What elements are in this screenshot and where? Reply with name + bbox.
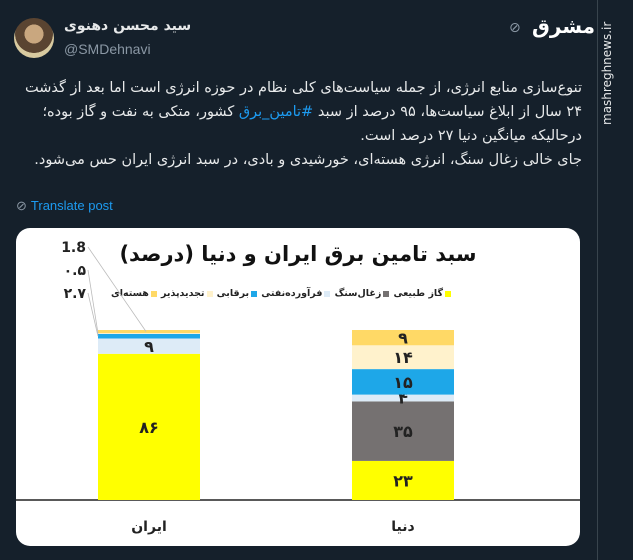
tweet-text-part: کشور، متکی به نفت و گاز بوده؛ درحالیکه م…: [42, 104, 582, 144]
bar-segment: [98, 333, 200, 339]
legend-label: هسته‌ای: [111, 288, 149, 299]
author-handle[interactable]: @SMDehnavi: [64, 41, 151, 57]
bar-segment: [98, 333, 200, 334]
data-label: ۳۵: [393, 422, 413, 441]
bar-segment: [352, 345, 454, 370]
watermark-text: mashreghnews.ir: [600, 21, 614, 125]
data-label: ۹: [144, 337, 154, 356]
bar-segment: [352, 401, 454, 461]
data-label: ۱۵: [393, 373, 413, 392]
legend-swatch: [383, 290, 390, 297]
bar-segment: [352, 460, 454, 500]
legend-label: برقابی: [216, 288, 250, 299]
mashregh-logo: مشرق: [532, 14, 596, 38]
legend-label: زغال‌سنگ: [334, 288, 382, 299]
legend-item: هسته‌ای: [111, 288, 157, 299]
legend-label: تجدیدپذیر: [161, 288, 205, 299]
chart-legend: هسته‌ای تجدیدپذیر برقابی فرآورده‌نفتی زغال‌س…: [111, 288, 451, 299]
legend-item: فرآورده‌نفتی: [261, 288, 331, 299]
legend-label: گاز طبیعی: [393, 288, 443, 299]
legend-item: زغال‌سنگ: [335, 288, 390, 299]
data-label: ۱۴: [393, 348, 413, 367]
tweet-text: تنوع‌سازی منابع انرژی، از جمله سیاست‌های…: [14, 76, 582, 172]
translate-post-link[interactable]: ⊘ Translate post: [16, 198, 113, 214]
legend-item: تجدیدپذیر: [161, 288, 213, 299]
legend-swatch: [445, 290, 451, 297]
legend-swatch: [251, 290, 258, 297]
avatar[interactable]: [14, 18, 54, 58]
chart-image[interactable]: سبد تامین برق ایران و دنیا (درصد) هسته‌ا…: [16, 228, 580, 546]
bar-segment: [352, 394, 454, 402]
bar-segment: [98, 330, 200, 334]
globe-slash-icon: ⊘: [16, 198, 27, 213]
data-label: ۸۶: [139, 418, 159, 437]
data-label: ۹: [398, 329, 408, 348]
tweet-text-part: جای خالی زغال سنگ، انرژی هسته‌ای، خورشید…: [34, 152, 582, 168]
legend-swatch: [206, 290, 213, 297]
hashtag-link[interactable]: #تامین_برق: [238, 104, 314, 120]
category-label: ایران: [131, 519, 167, 535]
bar-segment: [352, 369, 454, 395]
legend-item: برقابی: [216, 288, 258, 299]
data-label: ۴: [398, 388, 408, 407]
callout-line: [87, 292, 99, 337]
bar-segment: [352, 330, 454, 346]
legend-item: گاز طبیعی: [393, 288, 451, 299]
translate-label: Translate post: [30, 198, 113, 213]
tweet-text-part: تنوع‌سازی منابع انرژی، از جمله سیاست‌های…: [25, 80, 582, 120]
data-label: ۲.۷: [64, 286, 87, 302]
callout-line: [87, 246, 147, 332]
divider: [597, 0, 598, 560]
chart-title: سبد تامین برق ایران و دنیا (درصد): [119, 242, 477, 266]
data-label: ۰.۵: [64, 263, 87, 279]
callout-line: [87, 269, 99, 334]
legend-swatch: [324, 290, 331, 297]
bar-segment: [98, 353, 200, 500]
legend-label: فرآورده‌نفتی: [261, 288, 323, 299]
data-label: ۲۳: [393, 471, 413, 490]
legend-swatch: [150, 290, 157, 297]
data-label: 1.8: [61, 240, 86, 256]
category-label: دنیا: [391, 519, 414, 535]
author-name[interactable]: سید محسن دهنوی: [64, 18, 192, 34]
bar-segment: [98, 338, 200, 354]
grok-icon[interactable]: ⊘: [509, 20, 521, 36]
